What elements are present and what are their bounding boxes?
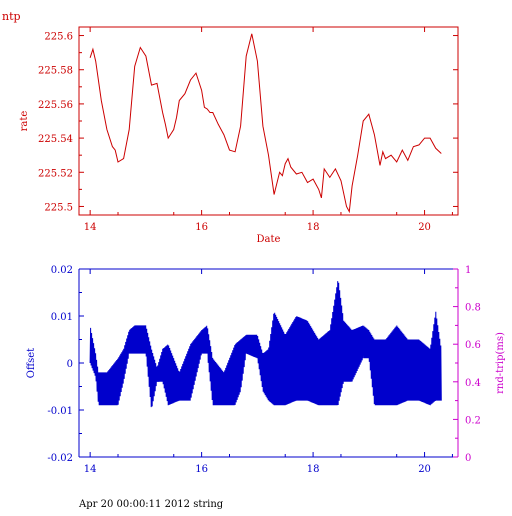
offset-y-tick-label: -0.02 bbox=[47, 453, 73, 464]
roundtrip-y-tick-label: 1 bbox=[465, 265, 471, 276]
offset-y-tick-label: 0.02 bbox=[51, 265, 73, 276]
roundtrip-y-axis-label: rnd-trip(ms) bbox=[495, 332, 506, 394]
footer-timestamp: Apr 20 00:00:11 2012 string bbox=[79, 499, 224, 510]
offset-x-tick-label: 14 bbox=[84, 464, 97, 475]
roundtrip-y-tick-label: 0.8 bbox=[465, 303, 481, 314]
rate-series-line bbox=[89, 33, 442, 214]
rate-y-axis-label: rate bbox=[19, 111, 30, 132]
offset-y-tick-label: -0.01 bbox=[47, 406, 73, 417]
offset-x-tick-label: 20 bbox=[418, 464, 431, 475]
rate-x-tick-label: 16 bbox=[195, 222, 208, 233]
rate-y-tick-label: 225.56 bbox=[38, 100, 73, 111]
offset-chart: 14 16 18 20 -0.02 -0.01 0 0.01 0.02 0 0.2 0.4 0.6 0.8… bbox=[26, 265, 506, 475]
offset-y-tick-label: 0.01 bbox=[51, 312, 73, 323]
page-title: ntp bbox=[2, 10, 21, 23]
rate-y-tick-label: 225.52 bbox=[38, 168, 73, 179]
rate-plot-frame bbox=[78, 26, 459, 216]
rate-y-tick-label: 225.58 bbox=[38, 66, 73, 77]
rate-x-tick-label: 18 bbox=[307, 222, 320, 233]
rate-y-tick-label: 225.54 bbox=[38, 134, 73, 145]
rate-chart: 14 16 18 20 225.5 225.52 225.54 225.56 225.58 225… bbox=[19, 26, 459, 245]
rate-x-tick-label: 20 bbox=[418, 222, 431, 233]
offset-y-tick-label: 0 bbox=[67, 359, 73, 370]
offset-y-axis-label: Offset bbox=[26, 348, 37, 378]
roundtrip-y-tick-label: 0.2 bbox=[465, 415, 481, 426]
rate-y-tick-label: 225.5 bbox=[44, 202, 73, 213]
offset-x-tick-label: 18 bbox=[307, 464, 320, 475]
offset-series-line bbox=[89, 281, 442, 408]
rate-x-axis-label: Date bbox=[257, 234, 281, 245]
offset-x-tick-label: 16 bbox=[195, 464, 208, 475]
roundtrip-y-tick-label: 0 bbox=[465, 453, 471, 464]
roundtrip-y-tick-label: 0.4 bbox=[465, 378, 481, 389]
rate-x-tick-label: 14 bbox=[84, 222, 97, 233]
rate-y-tick-label: 225.6 bbox=[44, 32, 73, 43]
roundtrip-y-tick-label: 0.6 bbox=[465, 340, 481, 351]
